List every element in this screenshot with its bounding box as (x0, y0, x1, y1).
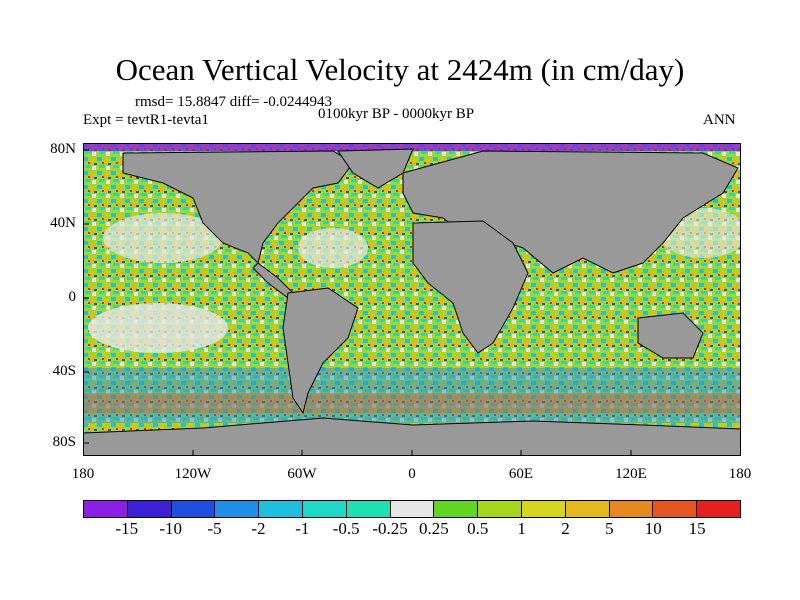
africa (412, 220, 529, 354)
lat-label-80s: 80S (52, 434, 76, 450)
colorbar-label: 0.25 (419, 519, 449, 538)
colorbar-label: 2 (561, 519, 570, 538)
map-title: Ocean Vertical Velocity at 2424m (in cm/… (115, 52, 685, 87)
colorbar-segment (565, 501, 610, 517)
colorbar-segment (171, 501, 216, 517)
colorbar-label: 15 (688, 519, 706, 538)
southern-ocean-band (83, 368, 741, 423)
north-atlantic-calm (298, 228, 368, 268)
arctic-strip (83, 143, 741, 151)
lon-label-0: 0 (408, 466, 416, 482)
colorbar-segment (302, 501, 347, 517)
lon-label-180e: 180 (728, 466, 752, 482)
colorbar-segment (697, 501, 740, 517)
period-label: 0100kyr BP - 0000kyr BP (318, 106, 475, 122)
colorbar-segment (346, 501, 391, 517)
land-masses (83, 148, 741, 456)
lon-label-60e: 60E (508, 466, 534, 482)
rmsd-diff-stats: rmsd= 15.8847 diff= -0.0244943 (135, 94, 333, 110)
colorbar-label: -2 (251, 519, 266, 538)
antarctica (83, 417, 741, 456)
australia (637, 312, 704, 359)
north-pacific-calm (103, 213, 223, 263)
colorbar-label: -0.5 (332, 519, 360, 538)
world-map (83, 143, 741, 456)
lat-label-0: 0 (68, 289, 77, 305)
colorbar-segment (521, 501, 566, 517)
lat-label-40n: 40N (50, 215, 76, 231)
southern-ocean-warm-band (83, 393, 741, 413)
experiment-label: Expt = tevtR1-tevta1 (83, 112, 209, 128)
colorbar-segment (609, 501, 654, 517)
colorbar-label: -5 (207, 519, 222, 538)
colorbar-segment (215, 501, 260, 517)
season-label: ANN (703, 112, 736, 128)
lat-label-80n: 80N (50, 141, 76, 157)
colorbar-segment (434, 501, 479, 517)
map-ticks (83, 149, 632, 456)
lon-label-120w: 120W (174, 466, 212, 482)
eurasia (402, 150, 739, 274)
colorbar-label: -0.25 (372, 519, 408, 538)
lon-label-180w: 180 (71, 466, 95, 482)
north-america (122, 150, 354, 264)
colorbar-label: 1 (517, 519, 526, 538)
lon-label-60w: 60W (287, 466, 317, 482)
colorbar-segment (478, 501, 522, 517)
colorbar-label: 5 (605, 519, 614, 538)
south-america (282, 287, 359, 415)
colorbar-segment (390, 501, 435, 517)
colorbar-segment (84, 501, 128, 517)
south-pacific-calm (88, 303, 228, 353)
colorbar-segment (259, 501, 303, 517)
colorbar-label: -15 (115, 519, 139, 538)
lon-label-120e: 120E (615, 466, 647, 482)
colorbar (83, 500, 741, 518)
lat-label-40s: 40S (52, 363, 76, 379)
colorbar-segment (653, 501, 698, 517)
colorbar-label: 10 (644, 519, 662, 538)
colorbar-label: -10 (159, 519, 183, 538)
colorbar-label: 0.5 (467, 519, 489, 538)
greenland (337, 148, 414, 189)
colorbar-label: -1 (295, 519, 310, 538)
colorbar-segment (127, 501, 172, 517)
